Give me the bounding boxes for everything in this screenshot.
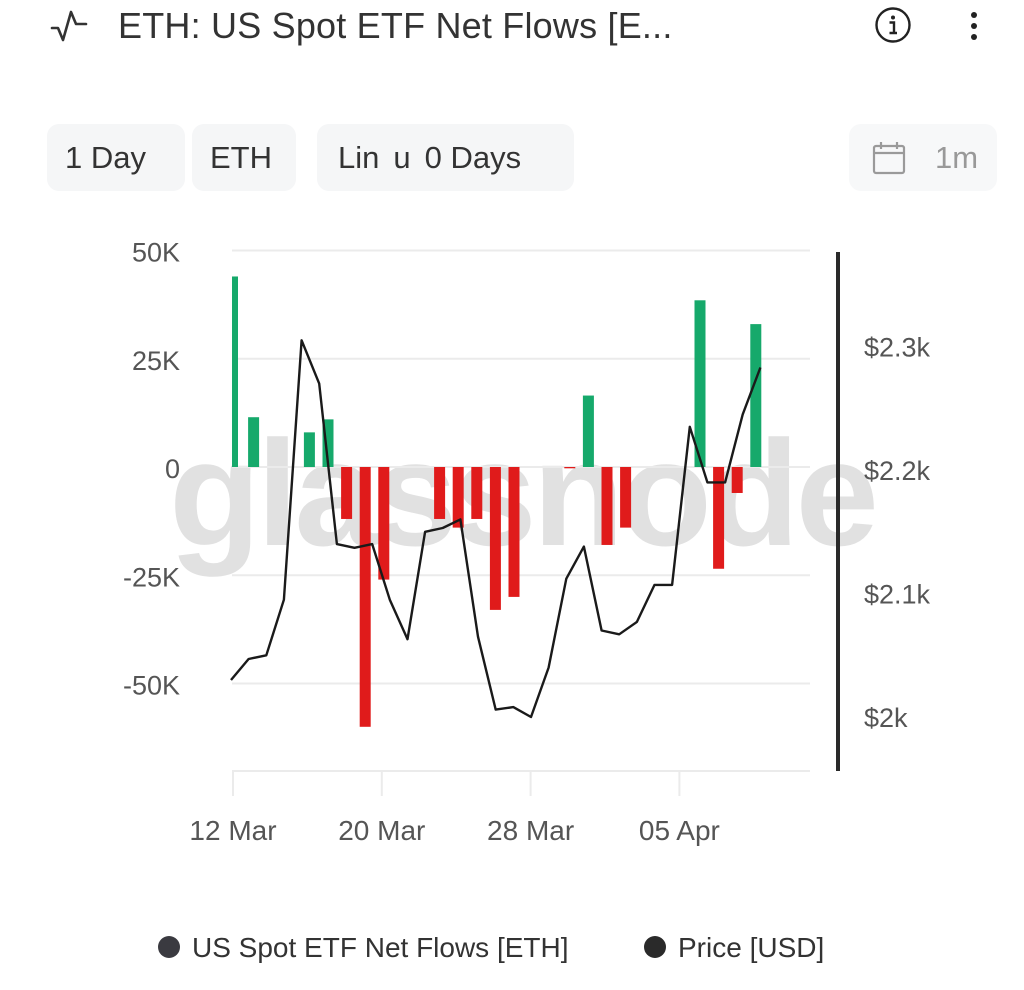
flow-bar[interactable] [694,300,706,467]
flow-bar[interactable] [713,467,725,569]
calendar-icon [872,142,906,175]
flow-bar[interactable] [601,467,613,545]
info-icon[interactable] [874,6,912,44]
price-line[interactable] [230,339,762,719]
asset-selector[interactable]: ETH [192,124,296,191]
metric-pulse-icon [50,10,88,42]
left-axis-tick: -50K [123,671,180,701]
flow-bar[interactable] [341,467,353,519]
left-axis-tick: -25K [123,562,180,592]
resolution-label: 1 Day [65,140,146,175]
flow-bar[interactable] [620,467,632,528]
flow-bar[interactable] [582,395,594,467]
resolution-selector[interactable]: 1 Day [47,124,185,191]
legend-item-price[interactable]: Price [USD] [644,928,824,968]
right-axis-tick: $2.1k [864,580,931,610]
asset-label: ETH [210,140,272,175]
flow-bar[interactable] [471,467,483,519]
flow-bar[interactable] [232,276,238,467]
legend-label-etf-flows: US Spot ETF Net Flows [ETH] [192,932,569,963]
date-range-label: 1m [935,140,979,175]
scale-smoothing-selector[interactable]: Lin u 0 Days [317,124,574,191]
watermark: glassnode [169,409,875,577]
date-range-selector[interactable]: 1m [849,124,997,191]
etf-flows-chart[interactable]: glassnode 50K 25K 0 -25K -50K 12 Mar 20 Mar 28 M… [0,220,1024,900]
scale-label: Lin [338,140,380,175]
x-axis-tick: 12 Mar [189,815,276,846]
smoothing-label: 0 Days [424,140,522,175]
legend-dot-price [644,935,666,958]
left-axis-tick: 0 [165,454,180,484]
flow-bar[interactable] [489,467,501,610]
flow-bar[interactable] [434,467,446,519]
flow-bar[interactable] [731,467,743,493]
more-vertical-icon[interactable] [960,6,988,46]
left-axis-tick: 25K [132,346,180,376]
flow-bar[interactable] [564,467,576,469]
flow-bar[interactable] [248,417,260,467]
legend-item-etf-flows[interactable]: US Spot ETF Net Flows [ETH] [158,928,569,968]
flow-bar[interactable] [378,467,390,580]
flow-bar[interactable] [750,324,762,467]
x-axis-tick: 28 Mar [487,815,574,846]
left-axis-tick: 50K [132,238,180,268]
flow-bar[interactable] [508,467,520,597]
legend-dot-etf-flows [158,935,180,958]
flow-bar[interactable] [322,419,334,467]
x-axis-tick: 05 Apr [639,815,720,846]
right-axis-tick: $2.3k [864,333,931,363]
chart-legend: US Spot ETF Net Flows [ETH] Price [USD] [0,928,1024,968]
flow-bar[interactable] [359,467,371,727]
legend-label-price: Price [USD] [678,932,825,963]
page-title: ETH: US Spot ETF Net Flows [E... [118,5,673,46]
x-axis-tick: 20 Mar [338,815,425,846]
right-axis-tick: $2.2k [864,456,931,486]
scale-separator: u [393,140,411,175]
flow-bar[interactable] [303,432,315,467]
flow-bar[interactable] [452,467,464,528]
chart-header: ETH: US Spot ETF Net Flows [E... [0,0,1024,60]
right-axis-tick: $2k [864,703,908,733]
